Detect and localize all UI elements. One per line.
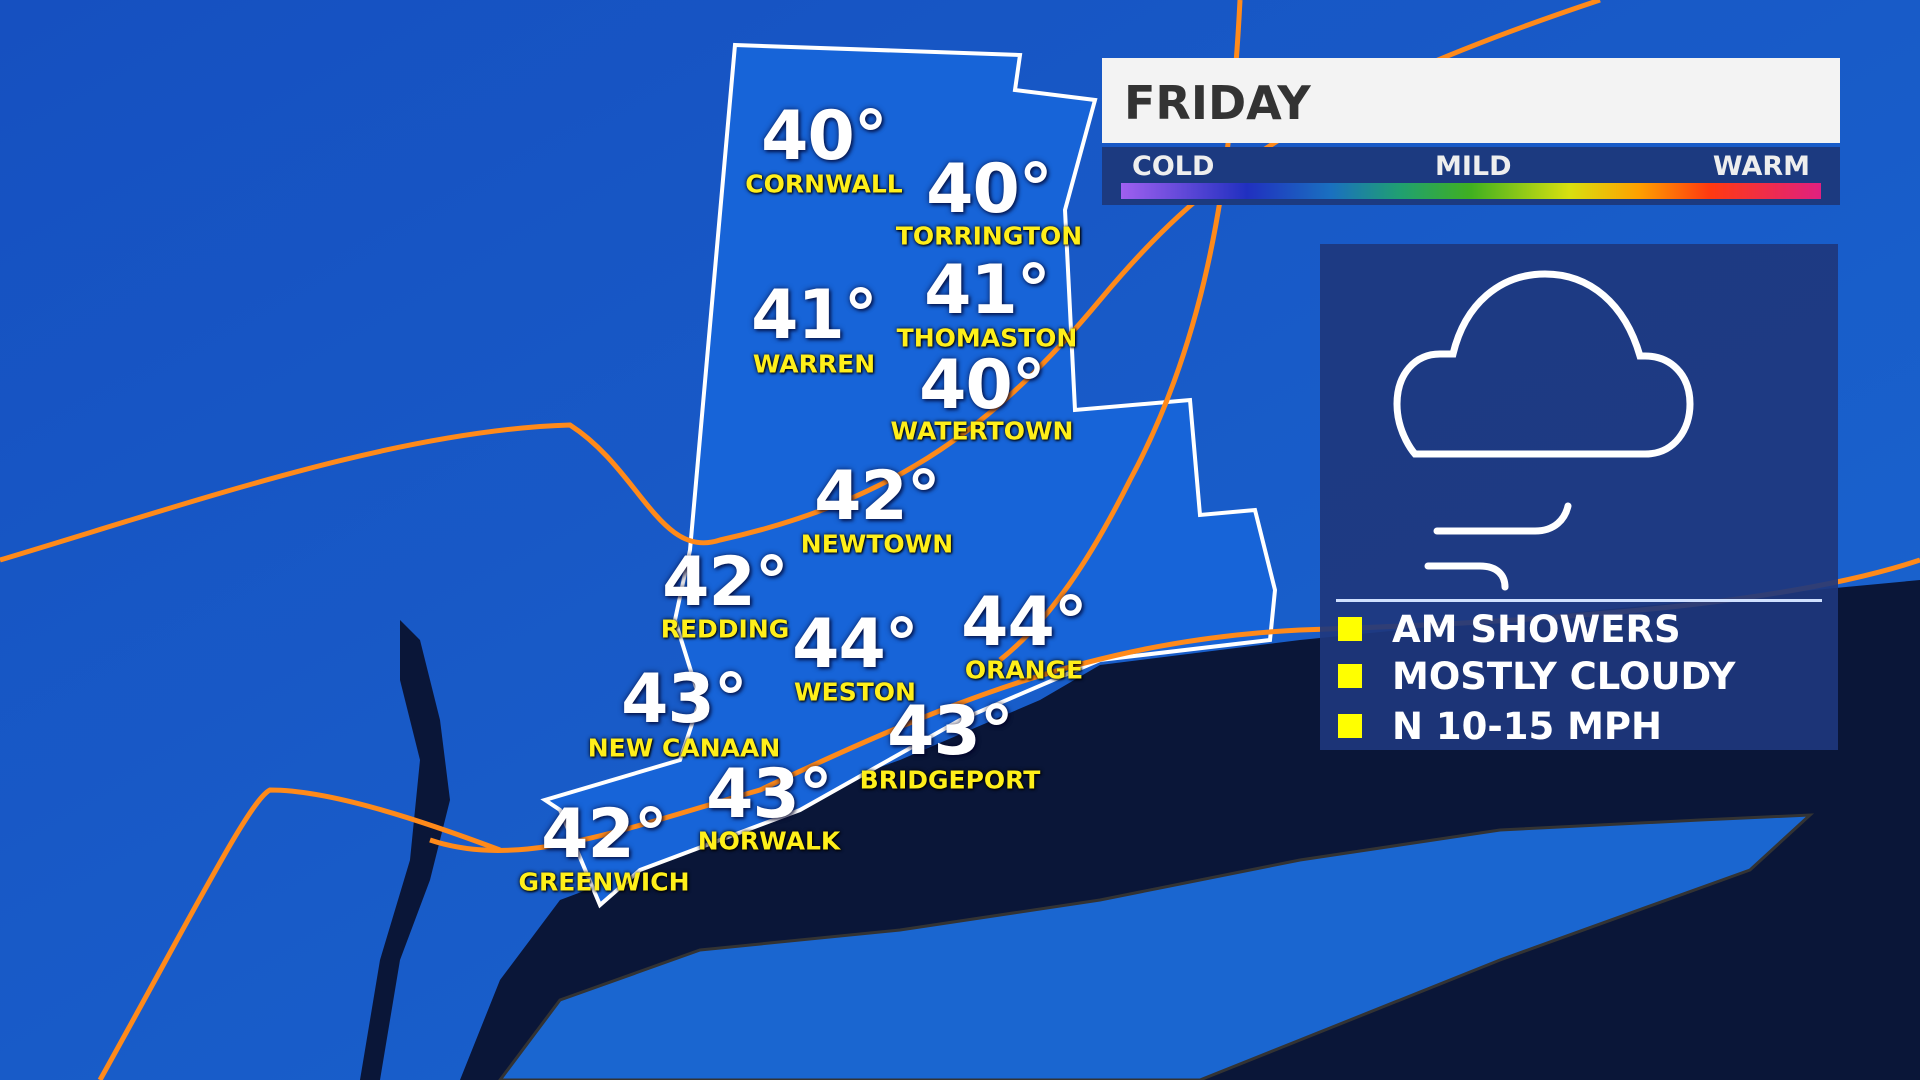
cloud-wind-icon bbox=[1393, 270, 1694, 591]
temperature: 40° bbox=[761, 97, 888, 176]
city-name: NEW CANAAN bbox=[587, 733, 781, 763]
temperature: 44° bbox=[792, 605, 919, 684]
day-title: FRIDAY bbox=[1124, 76, 1311, 130]
scale-warm-label: WARM bbox=[1712, 151, 1810, 182]
forecast-item: MOSTLY CLOUDY bbox=[1338, 654, 1736, 698]
forecast-text: MOSTLY CLOUDY bbox=[1392, 654, 1736, 698]
hudson-river bbox=[360, 620, 450, 1080]
city-name: TORRINGTON bbox=[895, 221, 1083, 251]
city-name: CORNWALL bbox=[745, 169, 903, 199]
temperature: 42° bbox=[541, 795, 668, 874]
city-name: WATERTOWN bbox=[890, 416, 1074, 446]
city-name: THOMASTON bbox=[896, 323, 1078, 353]
city-name: WARREN bbox=[752, 349, 876, 379]
city-name: GREENWICH bbox=[518, 867, 690, 897]
forecast-item: N 10-15 MPH bbox=[1338, 704, 1662, 748]
bullet-icon bbox=[1338, 617, 1362, 641]
long-island bbox=[498, 813, 1815, 1080]
city-name: NEWTOWN bbox=[800, 529, 954, 559]
temperature-scale: COLD MILD WARM bbox=[1102, 147, 1840, 205]
forecast-text: N 10-15 MPH bbox=[1392, 704, 1662, 748]
temperature: 41° bbox=[751, 276, 878, 355]
bullet-icon bbox=[1338, 664, 1362, 688]
city-name: WESTON bbox=[794, 677, 916, 707]
forecast-item: AM SHOWERS bbox=[1338, 607, 1681, 651]
city-name: NORWALK bbox=[697, 826, 841, 856]
city-name: ORANGE bbox=[964, 655, 1084, 685]
bullet-icon bbox=[1338, 714, 1362, 738]
temperature: 41° bbox=[924, 251, 1051, 330]
divider bbox=[1336, 599, 1822, 602]
temperature: 42° bbox=[662, 543, 789, 622]
day-header: FRIDAY bbox=[1102, 58, 1840, 143]
scale-gradient-bar bbox=[1121, 183, 1821, 199]
temperature: 43° bbox=[706, 755, 833, 834]
temperature: 40° bbox=[926, 150, 1053, 229]
temperature: 40° bbox=[919, 346, 1046, 425]
temperature: 44° bbox=[961, 583, 1088, 662]
scale-cold-label: COLD bbox=[1132, 151, 1215, 182]
city-name: REDDING bbox=[660, 614, 790, 644]
temperature: 43° bbox=[621, 660, 748, 739]
city-name: BRIDGEPORT bbox=[859, 765, 1041, 795]
temperature: 42° bbox=[814, 457, 941, 536]
temperature: 43° bbox=[887, 692, 1014, 771]
scale-mild-label: MILD bbox=[1435, 151, 1512, 182]
forecast-text: AM SHOWERS bbox=[1392, 607, 1681, 651]
forecast-panel: AM SHOWERS MOSTLY CLOUDY N 10-15 MPH bbox=[1320, 244, 1838, 750]
